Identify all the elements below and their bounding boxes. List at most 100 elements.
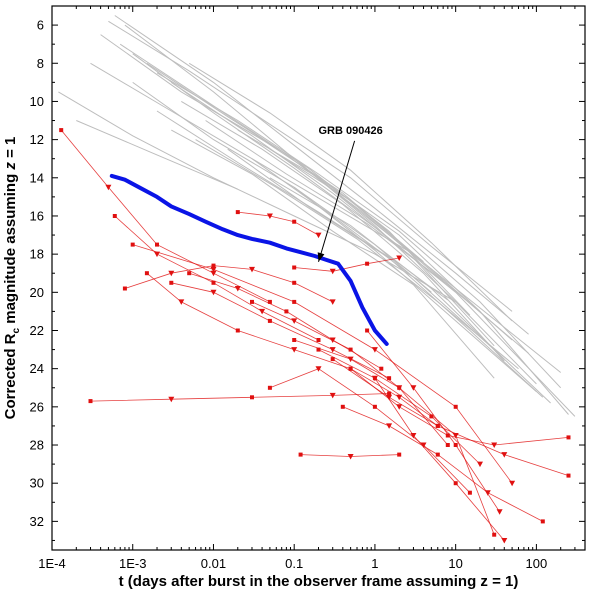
dark-burst-curve (132, 244, 513, 484)
series-optical-sample-18 (90, 62, 414, 255)
y-axis-title-prefix: Corrected R (2, 333, 19, 419)
upper-limit-point (396, 385, 403, 391)
detection-point (330, 357, 335, 362)
upper-limit-point (168, 396, 175, 403)
y-tick-label: 32 (30, 514, 44, 529)
x-tick-label: 1E-3 (119, 556, 146, 571)
y-tick-label: 22 (30, 323, 44, 338)
sample-light-curve (146, 62, 471, 316)
sample-light-curve (237, 129, 569, 415)
detection-point (211, 263, 216, 268)
y-tick-label: 24 (30, 361, 44, 376)
detection-point (566, 435, 571, 440)
upper-limit-point (259, 308, 266, 315)
detection-point (144, 271, 149, 276)
detection-point (492, 532, 497, 537)
detection-point (435, 423, 440, 428)
series-dark-burst-2 (122, 263, 336, 305)
detection-point (540, 519, 545, 524)
detection-point (566, 473, 571, 478)
y-tick-label: 20 (30, 285, 44, 300)
x-tick-label: 0.01 (201, 556, 226, 571)
y-tick-label: 8 (37, 56, 44, 71)
sample-light-curve (76, 120, 238, 190)
sample-light-curve (188, 62, 513, 322)
series-optical-sample-26 (171, 129, 495, 379)
upper-limit-point (496, 509, 503, 515)
sample-light-curve (114, 15, 529, 335)
detection-point (348, 347, 353, 352)
series-dark-burst-12 (298, 452, 402, 460)
upper-limit-point (210, 266, 217, 273)
sample-light-curve (293, 186, 537, 392)
plot-area (52, 6, 585, 550)
detection-point (316, 347, 321, 352)
series-dark-burst-17 (292, 255, 403, 275)
upper-limit-point (396, 394, 403, 401)
detection-point (387, 376, 392, 381)
x-axis-title: t (days after burst in the observer fram… (119, 573, 519, 590)
detection-point (387, 391, 392, 396)
x-tick-label: 1E-4 (38, 556, 65, 571)
detection-point (348, 366, 353, 371)
upper-limit-point (291, 347, 298, 353)
detection-point (340, 404, 345, 409)
upper-limit-point (178, 299, 185, 305)
y-axis-title: Corrected Rc magnitude assuming z = 1 (2, 137, 22, 420)
y-tick-label: 12 (30, 132, 44, 147)
x-tick-label: 100 (526, 556, 548, 571)
series-dark-burst-10 (112, 214, 321, 342)
detection-point (211, 280, 216, 285)
y-tick-label: 18 (30, 247, 44, 262)
series-optical-sample-14 (205, 120, 529, 354)
detection-point (372, 376, 377, 381)
y-tick-label: 10 (30, 94, 44, 109)
upper-limit-point (386, 423, 393, 429)
detection-point (169, 280, 174, 285)
series-optical-sample-15 (119, 43, 444, 282)
detection-point (267, 299, 272, 304)
upper-limit-point (396, 255, 403, 261)
grb-090426-curve (109, 173, 389, 346)
series-optical-sample-20 (293, 186, 537, 392)
detection-point (365, 328, 370, 333)
detection-point (250, 395, 254, 400)
detection-point (88, 399, 93, 404)
series-dark-burst-9 (267, 366, 472, 495)
upper-limit-point (266, 213, 273, 219)
y-tick-label: 16 (30, 208, 44, 223)
detection-point (397, 452, 402, 457)
series-dark-burst-13 (372, 376, 508, 544)
detection-point (445, 433, 450, 438)
series-optical-sample-7 (188, 62, 513, 322)
series-dark-burst-16 (187, 271, 384, 371)
dark-burst-curve (366, 330, 500, 513)
series-optical-sample-1 (114, 15, 529, 335)
y-tick-label: 26 (30, 399, 44, 414)
detection-point (187, 271, 192, 276)
detection-point (453, 443, 458, 447)
detection-point (112, 214, 117, 218)
upper-limit-point (168, 270, 175, 277)
series-optical-sample-25 (269, 177, 505, 360)
annotation: GRB 090426 (317, 125, 383, 262)
series-layer (58, 15, 576, 544)
upper-limit-point (329, 268, 336, 275)
series-dark-burst-6 (169, 280, 392, 381)
detection-point (122, 286, 127, 291)
upper-limit-point (154, 251, 160, 258)
detection-point (284, 309, 289, 314)
upper-limit-point (210, 270, 217, 277)
sample-light-curve (181, 100, 505, 362)
upper-limit-point (329, 347, 336, 353)
detection-point (292, 219, 297, 224)
sample-light-curve (171, 129, 495, 379)
annotation-arrow (318, 140, 356, 262)
series-optical-sample-11 (146, 62, 471, 316)
plot-background (52, 6, 585, 550)
upper-limit-point (291, 318, 298, 324)
upper-limit-point (396, 404, 403, 410)
upper-limit-point (329, 337, 336, 343)
detection-point (59, 128, 64, 133)
